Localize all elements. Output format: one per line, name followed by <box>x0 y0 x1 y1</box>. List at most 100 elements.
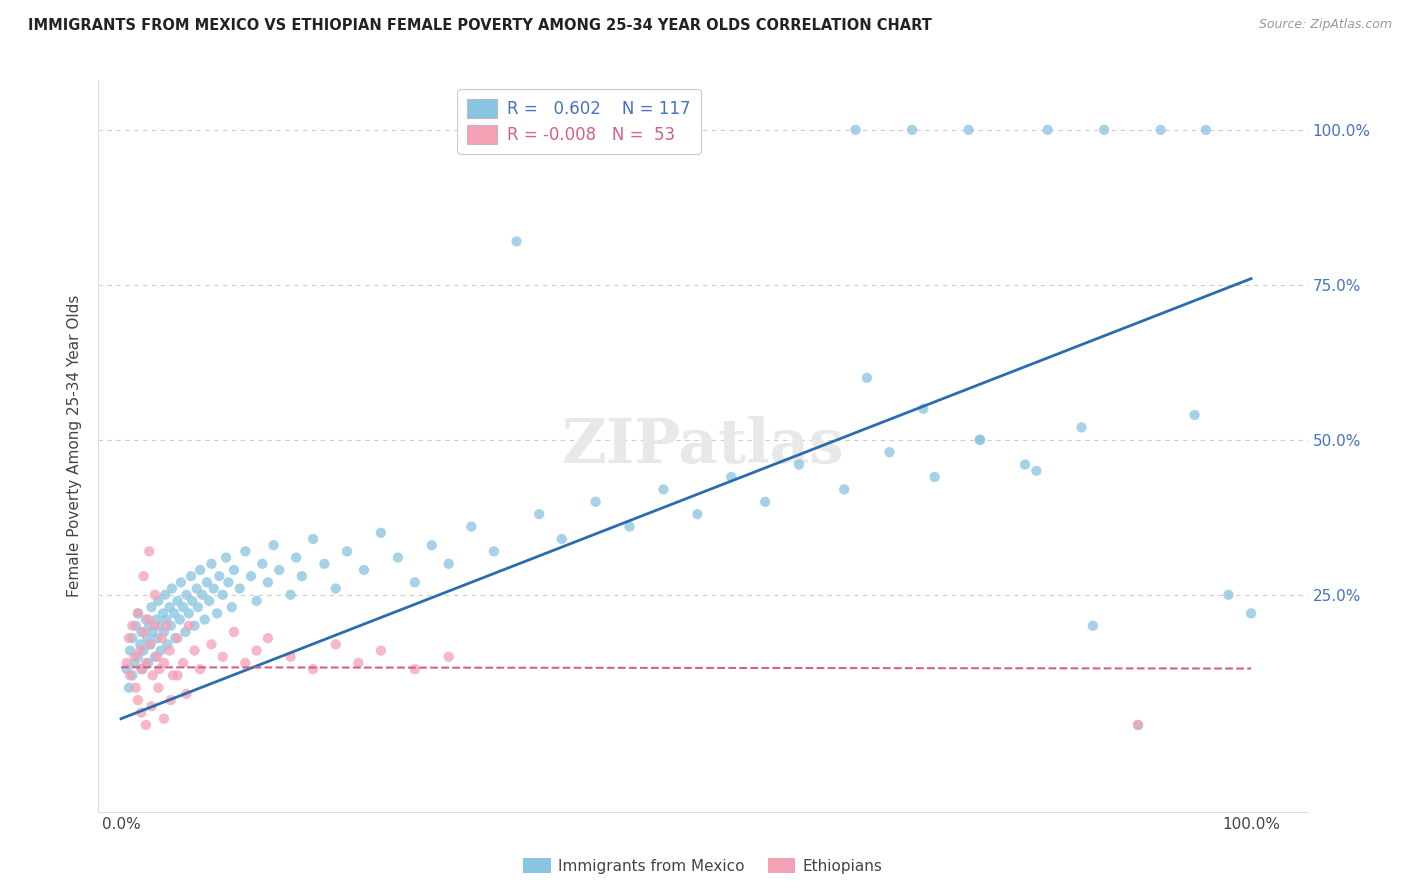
Point <box>845 123 868 137</box>
Point <box>228 582 250 596</box>
Point <box>233 656 256 670</box>
Point <box>153 712 176 726</box>
Point <box>1081 619 1104 633</box>
Point <box>686 507 709 521</box>
Point <box>302 532 325 546</box>
Point <box>146 649 169 664</box>
Point <box>166 668 188 682</box>
Point <box>325 582 347 596</box>
Point <box>118 631 141 645</box>
Point <box>957 123 980 137</box>
Point <box>187 600 209 615</box>
Point <box>121 668 143 682</box>
Point <box>136 613 159 627</box>
Point <box>141 600 163 615</box>
Point <box>246 643 269 657</box>
Point <box>652 483 675 497</box>
Point <box>153 624 176 639</box>
Point <box>353 563 375 577</box>
Point <box>263 538 285 552</box>
Point <box>1195 123 1218 137</box>
Point <box>269 563 291 577</box>
Point <box>142 668 165 682</box>
Point <box>325 637 347 651</box>
Point <box>720 470 742 484</box>
Point <box>370 525 392 540</box>
Point <box>170 575 193 590</box>
Point <box>118 681 141 695</box>
Point <box>1126 718 1149 732</box>
Text: Source: ZipAtlas.com: Source: ZipAtlas.com <box>1258 18 1392 31</box>
Text: ZIPatlas: ZIPatlas <box>562 416 844 476</box>
Point <box>1092 123 1115 137</box>
Point <box>162 668 184 682</box>
Point <box>131 662 153 676</box>
Point <box>188 563 211 577</box>
Point <box>163 607 186 621</box>
Point <box>217 575 239 590</box>
Point <box>347 656 370 670</box>
Point <box>505 235 527 249</box>
Point <box>832 483 855 497</box>
Point <box>1240 607 1263 621</box>
Point <box>132 624 155 639</box>
Point <box>280 649 302 664</box>
Point <box>176 588 198 602</box>
Point <box>142 624 165 639</box>
Point <box>132 643 155 657</box>
Point <box>787 458 810 472</box>
Point <box>135 656 157 670</box>
Point <box>139 637 162 651</box>
Point <box>1184 408 1206 422</box>
Point <box>420 538 443 552</box>
Point <box>912 401 935 416</box>
Point <box>879 445 901 459</box>
Point <box>460 519 482 533</box>
Point <box>124 656 146 670</box>
Point <box>336 544 359 558</box>
Point <box>120 643 142 657</box>
Point <box>131 706 153 720</box>
Point <box>404 575 426 590</box>
Point <box>1014 458 1036 472</box>
Point <box>135 718 157 732</box>
Point <box>901 123 924 137</box>
Point <box>211 649 233 664</box>
Point <box>127 607 149 621</box>
Point <box>148 594 170 608</box>
Point <box>139 637 162 651</box>
Point <box>174 624 197 639</box>
Point <box>131 624 153 639</box>
Point <box>181 594 204 608</box>
Point <box>188 662 211 676</box>
Point <box>195 575 218 590</box>
Point <box>202 582 225 596</box>
Point <box>302 662 325 676</box>
Point <box>136 631 159 645</box>
Point <box>153 656 176 670</box>
Point <box>200 637 222 651</box>
Point <box>146 631 169 645</box>
Point <box>314 557 336 571</box>
Point <box>205 607 228 621</box>
Point <box>143 649 166 664</box>
Point <box>1218 588 1240 602</box>
Point <box>208 569 231 583</box>
Point <box>246 594 269 608</box>
Point <box>280 588 302 602</box>
Point <box>551 532 574 546</box>
Point <box>177 619 200 633</box>
Point <box>924 470 946 484</box>
Point <box>169 613 191 627</box>
Legend: R =   0.602    N = 117, R = -0.008   N =  53: R = 0.602 N = 117, R = -0.008 N = 53 <box>457 88 702 153</box>
Point <box>159 600 181 615</box>
Point <box>619 519 641 533</box>
Point <box>127 649 149 664</box>
Point <box>198 594 221 608</box>
Point <box>166 631 188 645</box>
Point <box>121 631 143 645</box>
Point <box>127 693 149 707</box>
Point <box>172 600 194 615</box>
Point <box>222 624 245 639</box>
Point <box>121 619 143 633</box>
